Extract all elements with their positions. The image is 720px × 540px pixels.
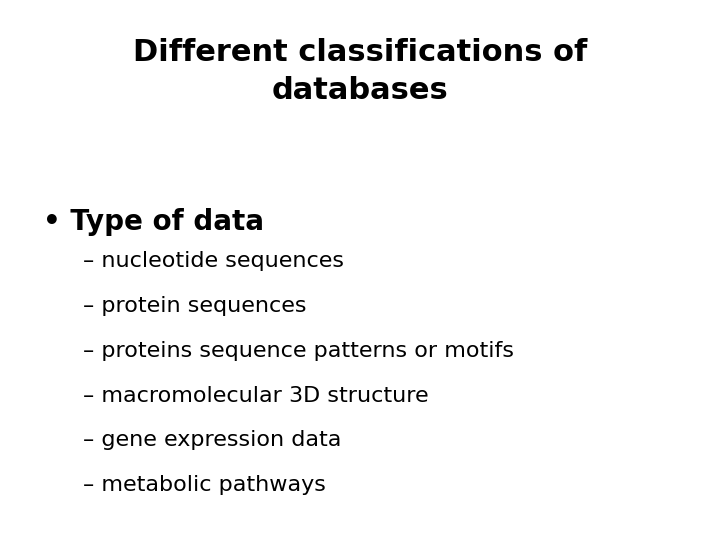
Text: – gene expression data: – gene expression data [83,430,341,450]
Text: – macromolecular 3D structure: – macromolecular 3D structure [83,386,428,406]
Text: – proteins sequence patterns or motifs: – proteins sequence patterns or motifs [83,341,514,361]
Text: Different classifications of
databases: Different classifications of databases [133,38,587,105]
Text: – metabolic pathways: – metabolic pathways [83,475,325,495]
Text: – nucleotide sequences: – nucleotide sequences [83,251,344,271]
Text: • Type of data: • Type of data [43,208,264,236]
Text: – protein sequences: – protein sequences [83,296,306,316]
